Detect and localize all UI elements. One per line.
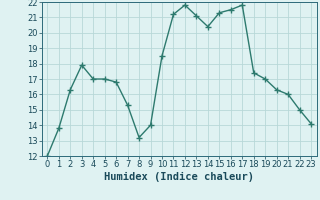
X-axis label: Humidex (Indice chaleur): Humidex (Indice chaleur): [104, 172, 254, 182]
